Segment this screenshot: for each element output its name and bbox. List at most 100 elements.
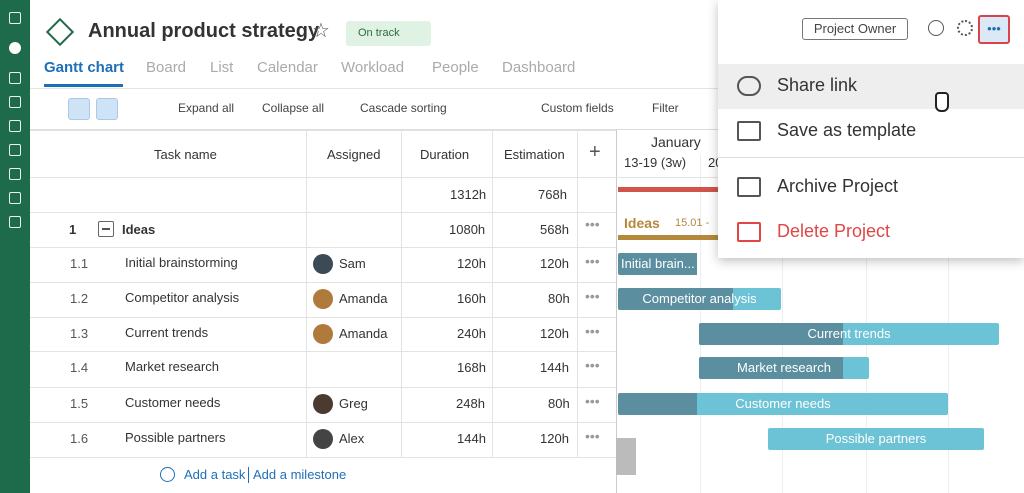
toolbar-icon[interactable] [68,98,90,120]
gantt-bar-progress [699,357,843,379]
add-milestone[interactable]: Add a milestone [253,467,347,482]
collapse-gantt[interactable] [616,438,636,475]
task-name[interactable]: Market research [125,359,219,374]
role-badge: Project Owner [802,18,908,40]
assignee: Alex [339,431,365,446]
sidebar [0,0,30,493]
sidebar-icon[interactable] [9,120,21,132]
toolbar-button[interactable]: Custom fields [541,101,614,115]
col-header: Assigned [327,147,381,162]
collapse-toggle[interactable] [98,221,114,237]
task-number: 1.5 [70,396,89,411]
add-icon[interactable] [160,467,175,482]
group-number: 1 [69,222,77,237]
row-menu[interactable]: ••• [585,288,600,304]
tab[interactable]: Dashboard [502,59,576,76]
sidebar-icon[interactable] [9,12,21,24]
settings-button[interactable] [957,20,973,36]
gantt-bar-progress [618,288,733,310]
col-line [577,130,578,457]
task-number: 1.1 [70,256,89,271]
task-name[interactable]: Possible partners [125,430,226,445]
gantt-bar[interactable] [768,428,984,450]
avatar [313,254,333,274]
menu-item[interactable]: Share link [777,75,858,95]
estimation: 80h [548,291,570,306]
menu-icon[interactable] [737,177,761,197]
cursor [935,92,949,112]
tab[interactable]: Board [146,59,187,76]
task-name[interactable]: Initial brainstorming [125,255,238,270]
header-divider [30,88,720,89]
menu-item[interactable]: Archive Project [777,176,899,196]
col-header: Estimation [504,147,565,162]
add-column[interactable]: + [589,141,601,163]
estimation: 80h [548,396,570,411]
toolbar-icon[interactable] [44,98,66,120]
toolbar-icon[interactable] [126,98,148,120]
bar-label: Customer needs [735,396,831,411]
task-number: 1.3 [70,326,89,341]
toolbar-button[interactable]: Cascade sorting [360,101,447,115]
tab[interactable]: Gantt chart [44,59,125,76]
history-button[interactable] [928,20,944,36]
bar-label: Possible partners [825,431,927,446]
task-name[interactable]: Competitor analysis [125,290,240,305]
sidebar-icon[interactable] [9,72,21,84]
task-number: 1.4 [70,360,89,375]
tab[interactable]: List [210,59,234,76]
tab[interactable]: Calendar [257,59,318,76]
row-line [30,247,616,248]
task-name[interactable]: Customer needs [125,395,221,410]
toolbar-icon[interactable] [96,98,118,120]
duration: 120h [457,256,486,271]
sidebar-icon[interactable] [9,144,21,156]
row-menu[interactable]: ••• [585,393,600,409]
menu-divider [718,157,1024,158]
sidebar-icon[interactable] [9,192,21,204]
menu-icon[interactable] [737,76,761,96]
tab[interactable]: People [432,59,479,76]
group-bar [618,235,728,240]
menu-icon[interactable] [737,222,761,242]
row-menu[interactable]: ••• [585,323,600,339]
row-menu[interactable]: ••• [585,216,600,232]
menu-item[interactable]: Save as template [777,120,917,140]
gantt-bar-progress [699,323,843,345]
sidebar-icon[interactable] [9,168,21,180]
more-button[interactable]: ••• [978,15,1010,44]
month-label: January [651,134,701,150]
row-line [30,351,616,352]
col-line [401,130,402,457]
status-badge[interactable]: On track [346,21,431,46]
menu-item[interactable]: Delete Project [777,221,891,241]
toolbar-divider [30,129,1024,130]
menu-icon[interactable] [737,121,761,141]
row-menu[interactable]: ••• [585,253,600,269]
row-menu[interactable]: ••• [585,357,600,373]
star-button[interactable]: ☆ [312,20,330,42]
add-task[interactable]: Add a task [184,467,246,482]
duration: 144h [457,431,486,446]
duration: 160h [457,291,486,306]
total-estimation: 768h [538,187,567,202]
row-menu[interactable]: ••• [585,428,600,444]
toolbar-button[interactable]: Collapse all [262,101,325,115]
tab[interactable]: Workload [341,59,405,76]
group-dates: 15.01 - [675,217,710,229]
group-name: Ideas [122,222,156,237]
avatar [313,429,333,449]
task-name[interactable]: Current trends [125,325,209,340]
row-line [30,177,616,178]
sidebar-icon[interactable] [9,96,21,108]
sidebar-icon[interactable] [9,216,21,228]
gantt-bar[interactable] [618,393,948,415]
gantt-bar-progress [618,253,697,275]
avatar [313,324,333,344]
toolbar-button[interactable]: Expand all [178,101,235,115]
sidebar-icon[interactable] [9,42,21,54]
toolbar-button[interactable]: Filter [652,101,679,115]
group-label: Ideas [624,215,660,231]
duration: 168h [457,360,486,375]
